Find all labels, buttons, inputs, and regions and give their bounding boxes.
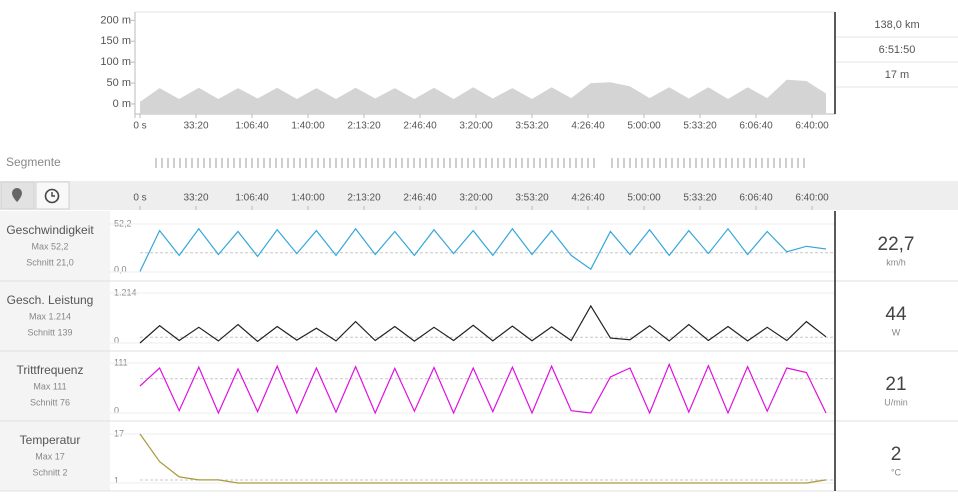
metric-avg: Schnitt 21,0: [26, 257, 74, 267]
metric-unit: U/min: [884, 397, 908, 407]
metric-name: Geschwindigkeit: [6, 223, 94, 237]
summary-elevation: 17 m: [885, 69, 909, 81]
x-tick-label: 3:20:00: [459, 193, 493, 204]
y-tick-label: 50 m: [107, 77, 131, 89]
y-tick-label: 0,0: [114, 264, 127, 274]
x-tick-label: 5:00:00: [627, 193, 661, 204]
y-tick-label: 17: [114, 428, 124, 438]
metric-avg: Schnitt 76: [30, 397, 70, 407]
x-tick-label: 1:06:40: [235, 193, 269, 204]
x-tick-label: 0 s: [133, 121, 146, 132]
segments[interactable]: [607, 158, 807, 168]
x-tick-label: 3:20:00: [459, 121, 493, 132]
metric-max: Max 17: [35, 451, 65, 461]
y-tick-label: 0 m: [113, 98, 131, 110]
clock-icon: [44, 188, 60, 204]
metric-max: Max 1.214: [29, 311, 71, 321]
x-tick-label: 2:46:40: [403, 121, 437, 132]
y-tick-label: 1.214: [114, 287, 137, 297]
metric-current: 44: [885, 304, 907, 325]
y-tick-label: 200 m: [100, 14, 131, 26]
x-tick-label: 5:33:20: [683, 193, 717, 204]
x-tick-label: 2:46:40: [403, 193, 437, 204]
y-tick-label: 150 m: [100, 35, 131, 47]
metric-unit: km/h: [886, 257, 906, 267]
metric-current: 2: [891, 444, 902, 465]
series-line: [139, 304, 827, 344]
metric-current: 22,7: [878, 234, 915, 255]
y-tick-label: 52,2: [114, 218, 132, 228]
x-tick-label: 0 s: [133, 193, 146, 204]
y-tick-label: 1: [114, 475, 119, 485]
metric-max: Max 111: [33, 381, 66, 391]
y-tick-label: 100 m: [100, 56, 131, 68]
x-tick-label: 3:53:20: [515, 121, 549, 132]
metric-name: Temperatur: [20, 433, 81, 447]
metric-unit: °C: [891, 467, 902, 477]
y-tick-label: 111: [114, 357, 128, 367]
summary-distance: 138,0 km: [874, 19, 919, 31]
x-tick-label: 3:53:20: [515, 193, 549, 204]
x-tick-label: 33:20: [183, 121, 208, 132]
metric-current: 21: [885, 374, 906, 395]
x-tick-label: 6:06:40: [739, 121, 773, 132]
metric-name: Gesch. Leistung: [7, 293, 94, 307]
x-tick-label: 5:33:20: [683, 121, 717, 132]
metric-max: Max 52,2: [31, 241, 68, 251]
toolbar: [0, 181, 958, 210]
x-tick-label: 4:26:40: [571, 121, 605, 132]
x-tick-label: 2:13:20: [347, 121, 381, 132]
segments-label: Segmente: [6, 155, 61, 169]
pin-icon: [12, 188, 22, 202]
x-tick-label: 5:00:00: [627, 121, 661, 132]
series-line: [139, 227, 827, 272]
segments[interactable]: [155, 158, 595, 168]
x-tick-label: 6:06:40: [739, 193, 773, 204]
elevation-area: [140, 79, 827, 114]
y-tick-label: 0: [114, 405, 119, 415]
x-tick-label: 1:06:40: [235, 121, 269, 132]
x-tick-label: 6:40:00: [795, 193, 829, 204]
metric-unit: W: [892, 327, 901, 337]
x-tick-label: 4:26:40: [571, 193, 605, 204]
x-tick-label: 1:40:00: [291, 193, 325, 204]
x-tick-label: 33:20: [183, 193, 208, 204]
metric-avg: Schnitt 2: [32, 467, 67, 477]
series-line: [139, 362, 827, 415]
metric-avg: Schnitt 139: [27, 327, 72, 337]
x-tick-label: 2:13:20: [347, 193, 381, 204]
x-tick-label: 6:40:00: [795, 121, 829, 132]
summary-panel: [836, 12, 958, 114]
rows: [0, 211, 958, 492]
x-tick-label: 1:40:00: [291, 121, 325, 132]
summary-duration: 6:51:50: [879, 44, 916, 56]
series-line: [139, 433, 827, 484]
metric-name: Trittfrequenz: [17, 363, 84, 377]
y-tick-label: 0: [114, 335, 119, 345]
